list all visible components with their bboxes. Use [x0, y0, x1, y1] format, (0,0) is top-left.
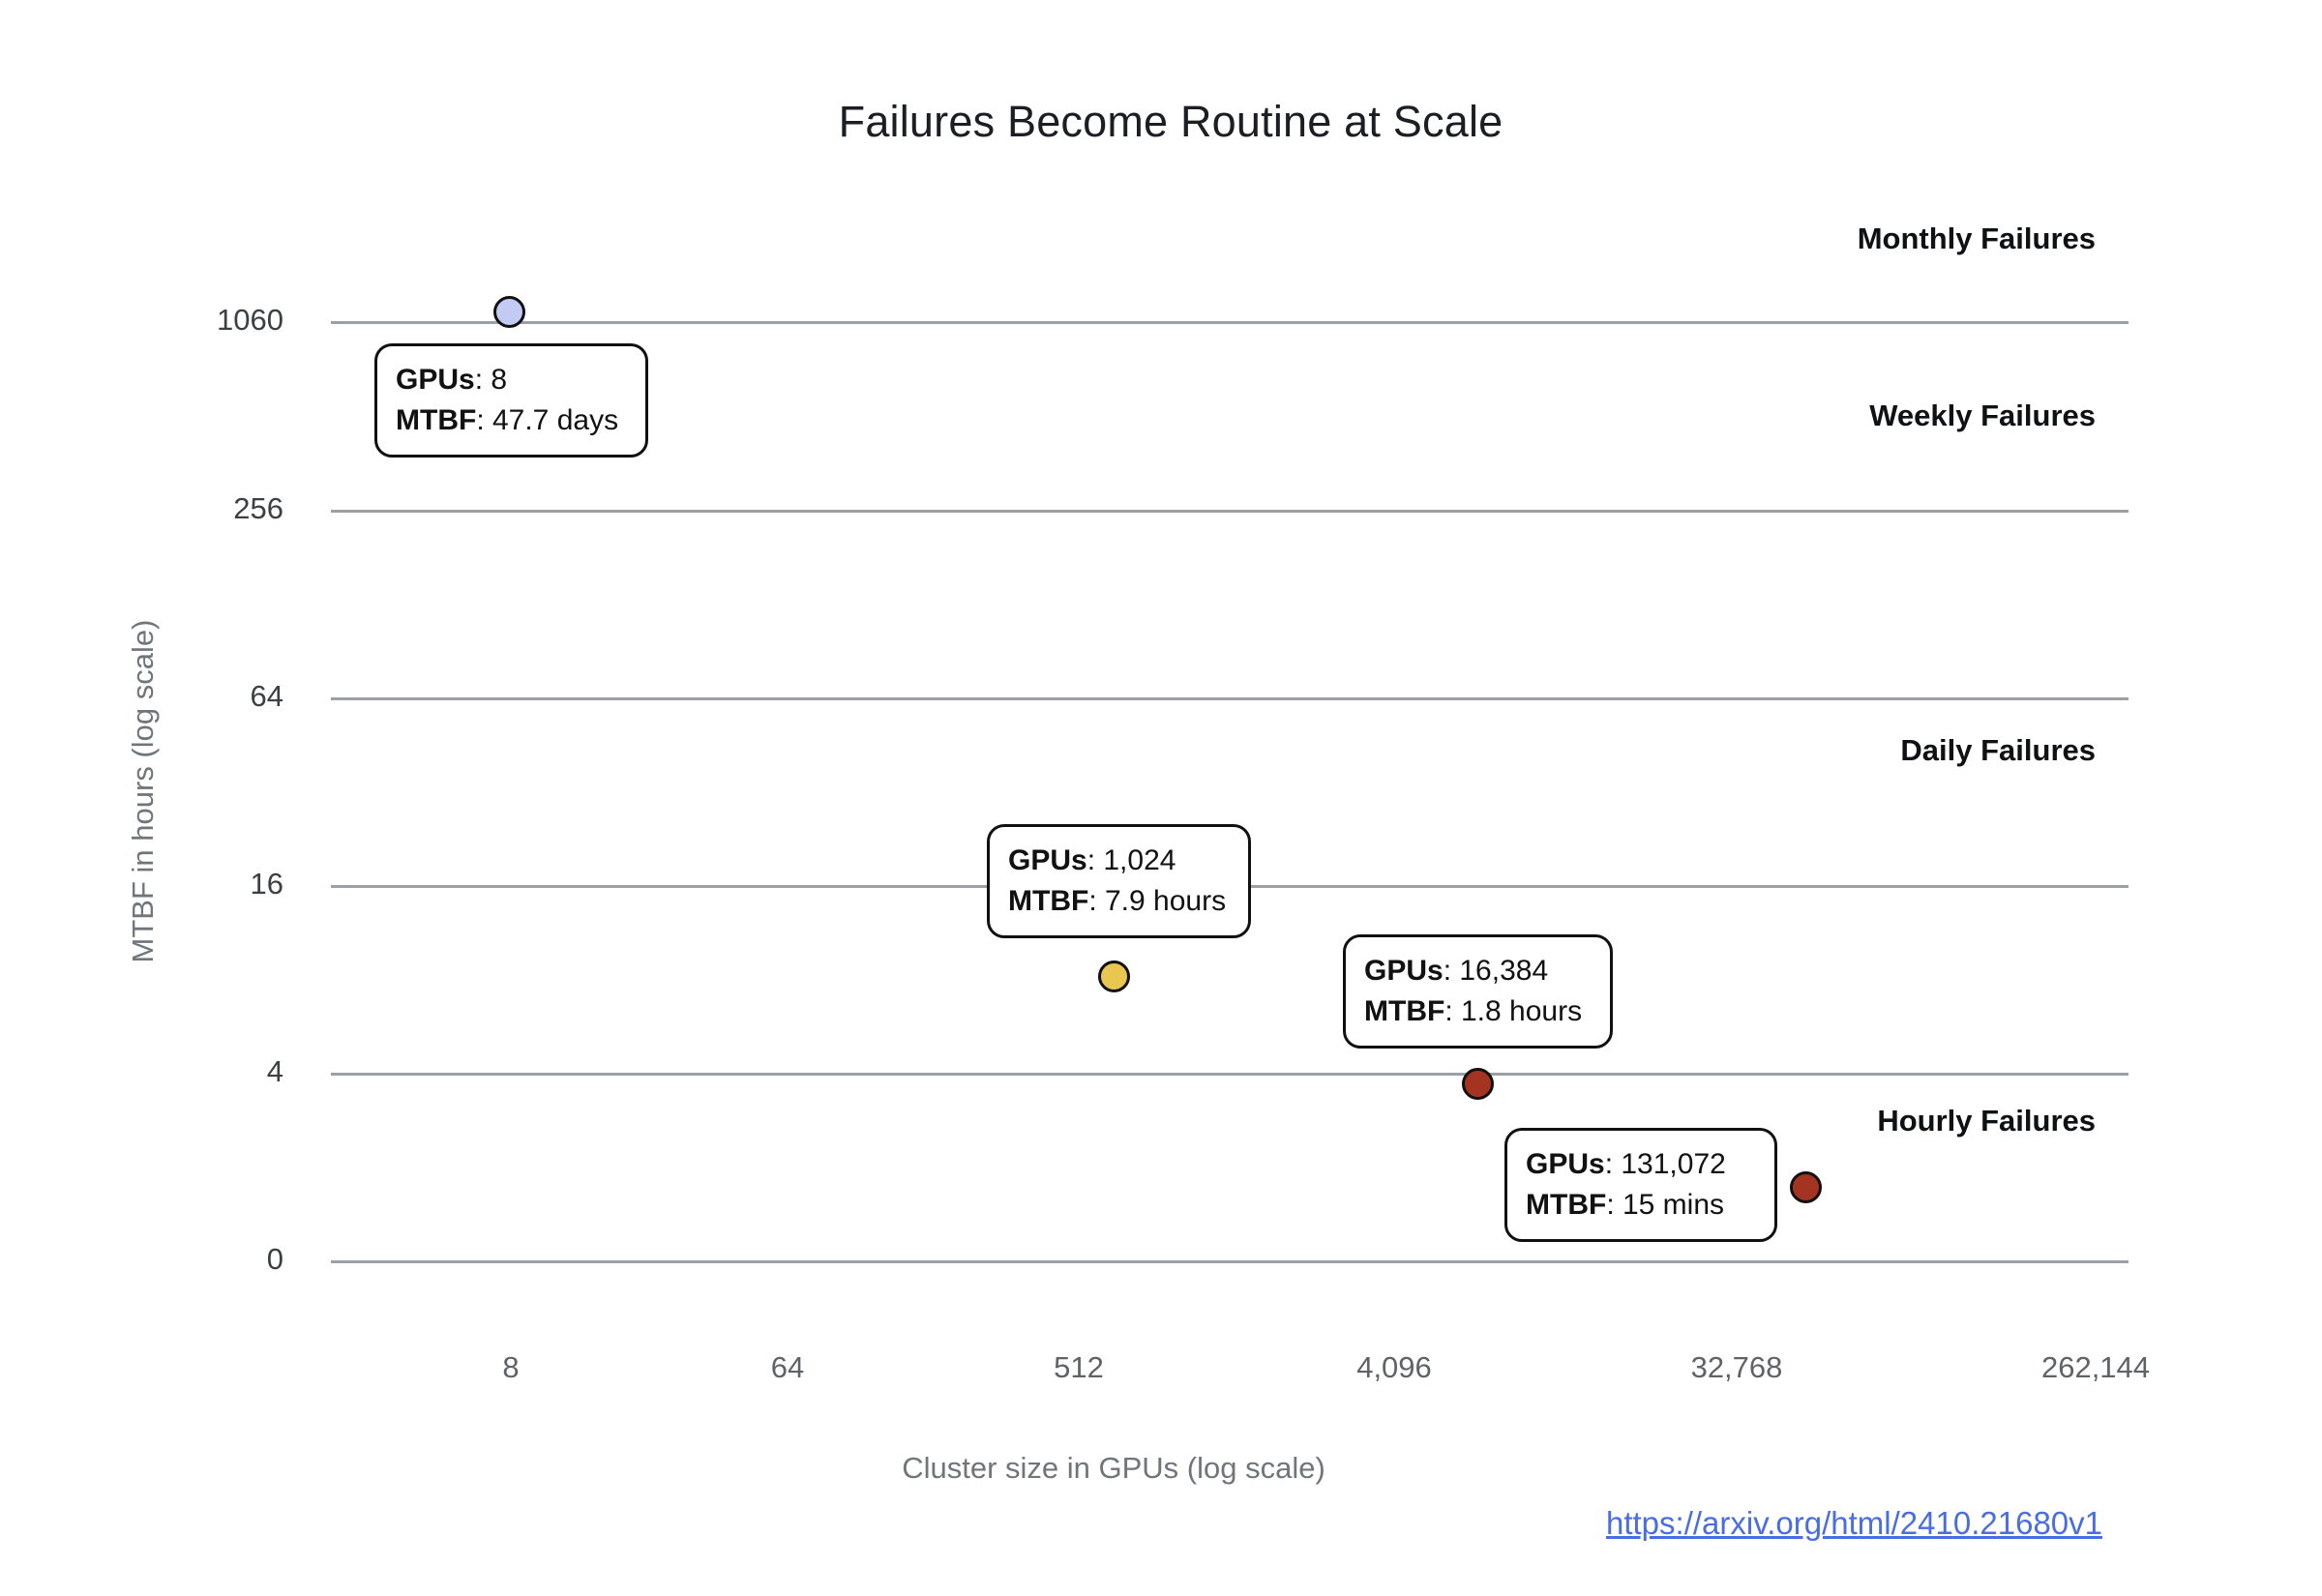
x-tick-label: 512: [1054, 1350, 1104, 1384]
gridline-y-64: [331, 696, 2128, 700]
gridline-y-1060: [331, 320, 2128, 324]
callout-gpus-131072: GPUs: 131,072 MTBF: 15 mins: [1504, 1128, 1777, 1242]
gridline-y-256: [331, 509, 2128, 513]
y-tick-label: 0: [266, 1242, 283, 1276]
gridline-y-0: [331, 1259, 2128, 1263]
x-tick-label: 262,144: [2040, 1350, 2151, 1384]
chart-title: Failures Become Routine at Scale: [838, 97, 1503, 146]
callout-gpus-16384: GPUs: 16,384 MTBF: 1.8 hours: [1343, 934, 1613, 1049]
data-point-gpus-8: [493, 296, 525, 328]
x-tick-label: 4,096: [1356, 1350, 1432, 1384]
x-tick-label: 64: [770, 1350, 805, 1384]
y-tick-label: 16: [250, 867, 283, 901]
y-tick-label: 256: [233, 491, 283, 525]
data-point-gpus-16384: [1462, 1068, 1494, 1100]
zone-label-monthly-failures: Monthly Failures: [1857, 222, 2096, 255]
zone-label-daily-failures: Daily Failures: [1900, 733, 2096, 767]
zone-label-hourly-failures: Hourly Failures: [1877, 1104, 2096, 1138]
x-tick-label: 32,768: [1690, 1350, 1783, 1384]
callout-gpus-1024: GPUs: 1,024 MTBF: 7.9 hours: [987, 824, 1251, 938]
x-tick-label: 8: [502, 1350, 520, 1384]
x-axis-title: Cluster size in GPUs (log scale): [902, 1451, 1325, 1485]
data-point-gpus-1024: [1098, 961, 1130, 992]
source-link[interactable]: https://arxiv.org/html/2410.21680v1: [1605, 1505, 2102, 1541]
y-tick-label: 64: [250, 679, 283, 713]
gridline-y-4: [331, 1072, 2128, 1076]
y-axis-title: MTBF in hours (log scale): [126, 619, 160, 963]
callout-gpus-8: GPUs: 8 MTBF: 47.7 days: [374, 343, 648, 458]
data-point-gpus-131072: [1790, 1171, 1822, 1203]
zone-label-weekly-failures: Weekly Failures: [1869, 399, 2096, 432]
y-tick-label: 4: [266, 1054, 283, 1088]
y-tick-label: 1060: [217, 303, 283, 337]
